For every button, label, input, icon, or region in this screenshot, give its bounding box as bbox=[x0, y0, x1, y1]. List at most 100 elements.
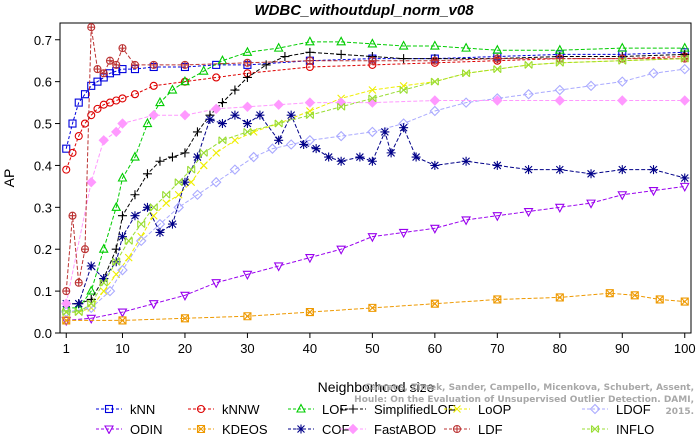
data-point bbox=[492, 95, 503, 106]
legend-item-inflo: INFLO bbox=[582, 422, 654, 434]
data-point bbox=[173, 202, 184, 213]
data-point bbox=[117, 232, 127, 242]
data-point bbox=[118, 65, 127, 74]
data-point bbox=[99, 69, 108, 78]
data-point bbox=[461, 42, 472, 52]
data-point bbox=[212, 60, 221, 69]
data-point bbox=[367, 156, 377, 166]
data-point bbox=[62, 287, 71, 296]
data-point bbox=[679, 182, 690, 193]
data-point bbox=[524, 165, 534, 175]
data-point bbox=[162, 190, 171, 199]
data-point bbox=[336, 49, 346, 59]
data-point bbox=[130, 190, 140, 200]
data-point bbox=[86, 261, 96, 271]
data-point bbox=[380, 127, 390, 137]
data-point bbox=[655, 295, 664, 304]
data-point bbox=[243, 128, 252, 136]
data-point bbox=[367, 38, 378, 48]
data-point bbox=[142, 169, 152, 179]
data-point bbox=[74, 299, 84, 309]
data-point bbox=[386, 148, 396, 158]
data-point bbox=[149, 81, 158, 90]
data-point bbox=[648, 187, 659, 197]
legend-label: FastABOD bbox=[374, 422, 436, 434]
data-point bbox=[242, 46, 253, 56]
data-point bbox=[180, 75, 190, 86]
legend: kNN kNNW LOF SimplifiedLOF LoOP LDOF ODIN KDEOS… bbox=[96, 402, 654, 434]
legend-item-cof: COF bbox=[288, 422, 350, 434]
series-line bbox=[66, 68, 685, 313]
data-point bbox=[430, 56, 439, 65]
legend-label: KDEOS bbox=[222, 422, 268, 434]
data-point bbox=[80, 245, 90, 254]
data-point bbox=[142, 117, 153, 128]
data-point bbox=[155, 156, 165, 166]
data-point bbox=[87, 111, 96, 120]
data-point bbox=[399, 123, 409, 133]
data-point bbox=[68, 119, 77, 128]
data-point bbox=[74, 98, 83, 107]
legend-marker bbox=[589, 403, 601, 415]
data-point bbox=[149, 211, 158, 220]
data-point bbox=[429, 95, 441, 106]
legend-label: kNN bbox=[130, 402, 155, 417]
x-tick-label: 30 bbox=[240, 341, 254, 356]
axes: 1 10 20 30 40 50 60 70 80 90 100 0.0 0.1 0.2 0.3 0.4 0.5… bbox=[34, 33, 696, 356]
data-point bbox=[230, 110, 240, 120]
data-point bbox=[585, 80, 597, 92]
data-point bbox=[616, 76, 628, 87]
data-point bbox=[61, 298, 72, 309]
data-point bbox=[492, 44, 503, 54]
data-point bbox=[124, 236, 133, 245]
data-point bbox=[99, 287, 108, 295]
data-point bbox=[429, 224, 440, 234]
data-point bbox=[492, 212, 503, 222]
data-point bbox=[242, 270, 253, 281]
data-point bbox=[130, 90, 140, 99]
plot-frame bbox=[59, 22, 692, 334]
data-point bbox=[398, 40, 409, 50]
data-point bbox=[554, 95, 566, 106]
data-point bbox=[61, 302, 72, 312]
data-point bbox=[430, 299, 439, 308]
legend-item-kdeos: KDEOS bbox=[188, 422, 268, 434]
data-point bbox=[523, 207, 534, 218]
data-point bbox=[187, 165, 196, 174]
data-point bbox=[212, 148, 221, 157]
data-point bbox=[554, 203, 565, 213]
data-point bbox=[148, 109, 159, 121]
data-point bbox=[617, 165, 627, 175]
data-point bbox=[605, 289, 614, 298]
series-line bbox=[66, 185, 685, 321]
data-point bbox=[336, 245, 347, 255]
data-point bbox=[243, 312, 252, 321]
legend-label: LDF bbox=[478, 422, 503, 434]
data-point bbox=[217, 119, 227, 129]
data-point bbox=[205, 114, 215, 124]
data-point bbox=[111, 201, 122, 211]
data-point bbox=[174, 190, 183, 199]
data-point bbox=[62, 165, 71, 174]
data-point bbox=[112, 257, 121, 266]
data-point bbox=[337, 102, 346, 111]
y-tick-label: 0.0 bbox=[34, 326, 52, 341]
data-point bbox=[117, 264, 128, 276]
data-point bbox=[199, 161, 208, 170]
data-point bbox=[229, 164, 241, 175]
data-point bbox=[162, 199, 171, 208]
data-point bbox=[105, 56, 115, 65]
data-point bbox=[117, 118, 128, 129]
data-point bbox=[305, 56, 314, 65]
legend-label: LOF bbox=[322, 402, 347, 417]
data-point bbox=[680, 173, 690, 183]
data-point bbox=[679, 63, 691, 75]
series-odin bbox=[61, 182, 690, 327]
data-point bbox=[130, 211, 140, 221]
data-point bbox=[104, 285, 116, 297]
data-point bbox=[280, 52, 290, 62]
data-point bbox=[461, 156, 471, 166]
data-point bbox=[212, 73, 221, 82]
data-point bbox=[99, 274, 109, 284]
data-point bbox=[80, 90, 90, 99]
